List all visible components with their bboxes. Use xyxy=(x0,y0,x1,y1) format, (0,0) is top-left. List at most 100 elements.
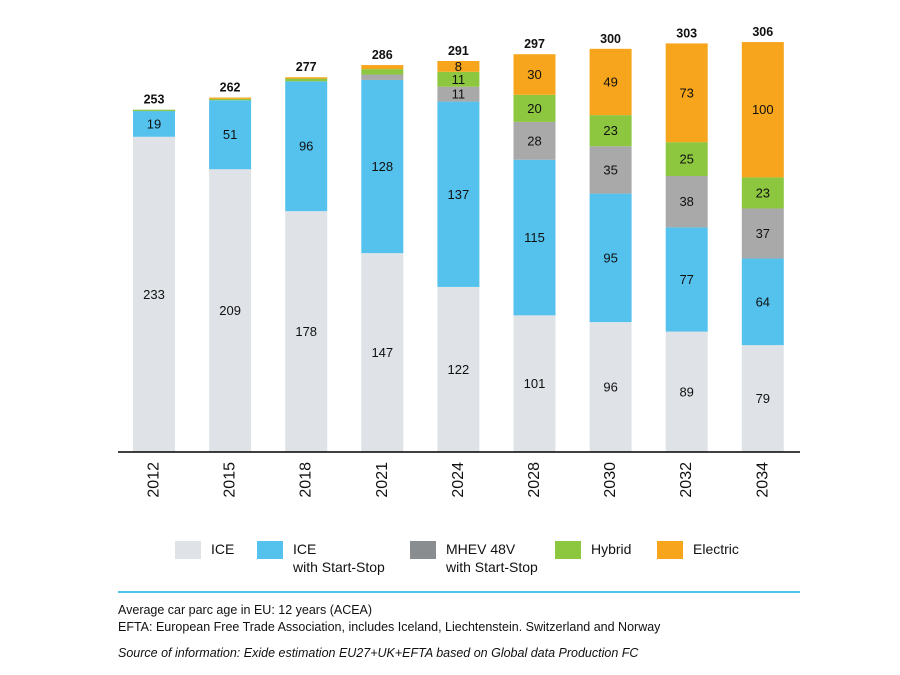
chart-legend: ICE ICE with Start-Stop MHEV 48V with St… xyxy=(175,540,815,590)
bar-segment-hybrid-2032 xyxy=(665,142,708,176)
bar-segment-ice-with-start-stop-2018 xyxy=(285,81,328,212)
data-label-hybrid-2024: 11 xyxy=(452,72,466,87)
data-label-electric-2024: 8 xyxy=(455,59,462,74)
bar-segment-ice-with-start-stop-2028 xyxy=(513,159,556,316)
bar-segment-electric-2028 xyxy=(513,54,556,95)
legend-swatch-ice xyxy=(175,541,201,559)
data-label-electric-2030: 49 xyxy=(603,74,617,89)
bar-segment-mhev-48v-with-start-stop-2024 xyxy=(437,86,480,102)
data-label-ice-2032: 89 xyxy=(679,384,693,399)
legend-label-electric: Electric xyxy=(693,541,739,557)
legend-label-hybrid: Hybrid xyxy=(591,541,632,557)
bar-segment-ice-with-start-stop-2015 xyxy=(209,100,252,170)
data-label-ice-2015: 209 xyxy=(219,303,241,318)
total-label-2012: 253 xyxy=(144,93,165,107)
bar-segment-electric-2034 xyxy=(741,42,784,178)
x-tick-label-2030: 2030 xyxy=(602,462,619,498)
bar-segment-hybrid-2021 xyxy=(361,69,404,75)
legend-item-ice-start-stop: ICE with Start-Stop xyxy=(257,540,385,576)
data-label-electric-2032: 73 xyxy=(679,85,693,100)
bar-segment-electric-2018 xyxy=(285,77,328,79)
total-label-2024: 291 xyxy=(448,44,469,58)
bar-segment-electric-2015 xyxy=(209,97,252,99)
bar-segment-ice-with-start-stop-2030 xyxy=(589,193,632,323)
data-label-ice-2024: 122 xyxy=(448,362,470,377)
total-label-2015: 262 xyxy=(220,81,241,95)
legend-item-ice: ICE xyxy=(175,540,234,559)
x-tick-label-2018: 2018 xyxy=(298,462,315,498)
note-car-parc-age: Average car parc age in EU: 12 years (AC… xyxy=(118,603,373,617)
bar-segment-ice-2032 xyxy=(665,331,708,452)
bar-segment-hybrid-2015 xyxy=(209,98,252,101)
data-label-ice-with-start-stop-2024: 137 xyxy=(448,187,470,202)
x-tick-label-2024: 2024 xyxy=(450,462,467,498)
data-label-mhev-48v-with-start-stop-2032: 38 xyxy=(679,194,693,209)
data-label-ice-2018: 178 xyxy=(295,324,317,339)
source-note: Source of information: Exide estimation … xyxy=(118,646,639,660)
bar-segment-electric-2030 xyxy=(589,48,632,116)
bar-segment-hybrid-2012 xyxy=(133,109,175,112)
bar-segment-mhev-48v-with-start-stop-2021 xyxy=(361,74,404,80)
data-label-ice-with-start-stop-2015: 51 xyxy=(223,127,237,142)
bar-segment-hybrid-2028 xyxy=(513,94,556,122)
x-tick-label-2012: 2012 xyxy=(146,462,163,498)
data-label-hybrid-2030: 23 xyxy=(603,123,617,138)
data-label-ice-2030: 96 xyxy=(603,380,617,395)
legend-label-ice: ICE xyxy=(211,541,235,557)
note-efta: EFTA: European Free Trade Association, i… xyxy=(118,620,661,634)
data-label-ice-with-start-stop-2032: 77 xyxy=(679,272,693,287)
bar-segment-ice-with-start-stop-2021 xyxy=(361,79,404,254)
data-label-ice-2034: 79 xyxy=(756,391,770,406)
legend-item-electric: Electric xyxy=(657,540,739,559)
bar-segment-hybrid-2030 xyxy=(589,115,632,147)
data-label-mhev-48v-with-start-stop-2034: 37 xyxy=(756,226,770,241)
total-label-2034: 306 xyxy=(752,25,773,39)
data-label-mhev-48v-with-start-stop-2030: 35 xyxy=(603,162,617,177)
bar-segment-ice-with-start-stop-2032 xyxy=(665,227,708,332)
x-tick-label-2021: 2021 xyxy=(374,462,391,498)
total-label-2030: 300 xyxy=(600,32,621,46)
bar-segment-ice-2015 xyxy=(209,169,252,452)
total-label-2032: 303 xyxy=(676,26,697,40)
bar-segment-ice-2021 xyxy=(361,253,404,452)
data-label-ice-with-start-stop-2034: 64 xyxy=(756,294,770,309)
bar-segment-ice-2012 xyxy=(133,136,175,452)
bar-segment-electric-2021 xyxy=(361,65,404,70)
legend-item-mhev: MHEV 48V with Start-Stop xyxy=(410,540,538,576)
legend-swatch-ice-start-stop xyxy=(257,541,283,559)
bar-segment-hybrid-2024 xyxy=(437,71,480,87)
x-tick-label-2028: 2028 xyxy=(526,462,543,498)
data-label-ice-with-start-stop-2028: 115 xyxy=(524,230,545,245)
bar-segment-ice-2034 xyxy=(741,345,784,452)
bar-segment-hybrid-2018 xyxy=(285,78,328,82)
stacked-bar-chart: 233 19 253 2012 209 51 262 2015 178 96 277 2018 147 1… xyxy=(118,25,800,498)
bar-segment-hybrid-2034 xyxy=(741,177,784,209)
bar-segment-electric-2024 xyxy=(437,61,480,72)
legend-swatch-mhev xyxy=(410,541,436,559)
data-label-mhev-48v-with-start-stop-2024: 11 xyxy=(452,87,466,102)
total-label-2021: 286 xyxy=(372,48,393,62)
data-label-ice-with-start-stop-2030: 95 xyxy=(603,250,617,265)
x-tick-label-2015: 2015 xyxy=(222,462,239,498)
x-tick-label-2032: 2032 xyxy=(678,462,695,498)
data-label-ice-2012: 233 xyxy=(143,287,165,302)
data-label-ice-2021: 147 xyxy=(371,345,393,360)
bar-segment-mhev-48v-with-start-stop-2034 xyxy=(741,208,784,259)
total-label-2018: 277 xyxy=(296,60,317,74)
legend-label-mhev: MHEV 48V with Start-Stop xyxy=(446,541,538,575)
bar-segment-mhev-48v-with-start-stop-2032 xyxy=(665,176,708,228)
bar-segment-ice-with-start-stop-2024 xyxy=(437,101,480,287)
data-label-hybrid-2034: 23 xyxy=(756,185,770,200)
total-label-2028: 297 xyxy=(524,37,545,51)
bar-segment-electric-2032 xyxy=(665,43,708,143)
legend-swatch-hybrid xyxy=(555,541,581,559)
separator-line xyxy=(118,591,800,593)
footnotes: Average car parc age in EU: 12 years (AC… xyxy=(118,602,818,662)
data-label-electric-2028: 30 xyxy=(527,67,541,82)
bar-segment-ice-with-start-stop-2012 xyxy=(133,111,175,137)
data-label-ice-with-start-stop-2018: 96 xyxy=(299,139,313,154)
bar-segment-ice-with-start-stop-2034 xyxy=(741,258,784,346)
x-tick-label-2034: 2034 xyxy=(754,462,771,498)
bar-segment-mhev-48v-with-start-stop-2028 xyxy=(513,121,556,160)
legend-item-hybrid: Hybrid xyxy=(555,540,631,559)
